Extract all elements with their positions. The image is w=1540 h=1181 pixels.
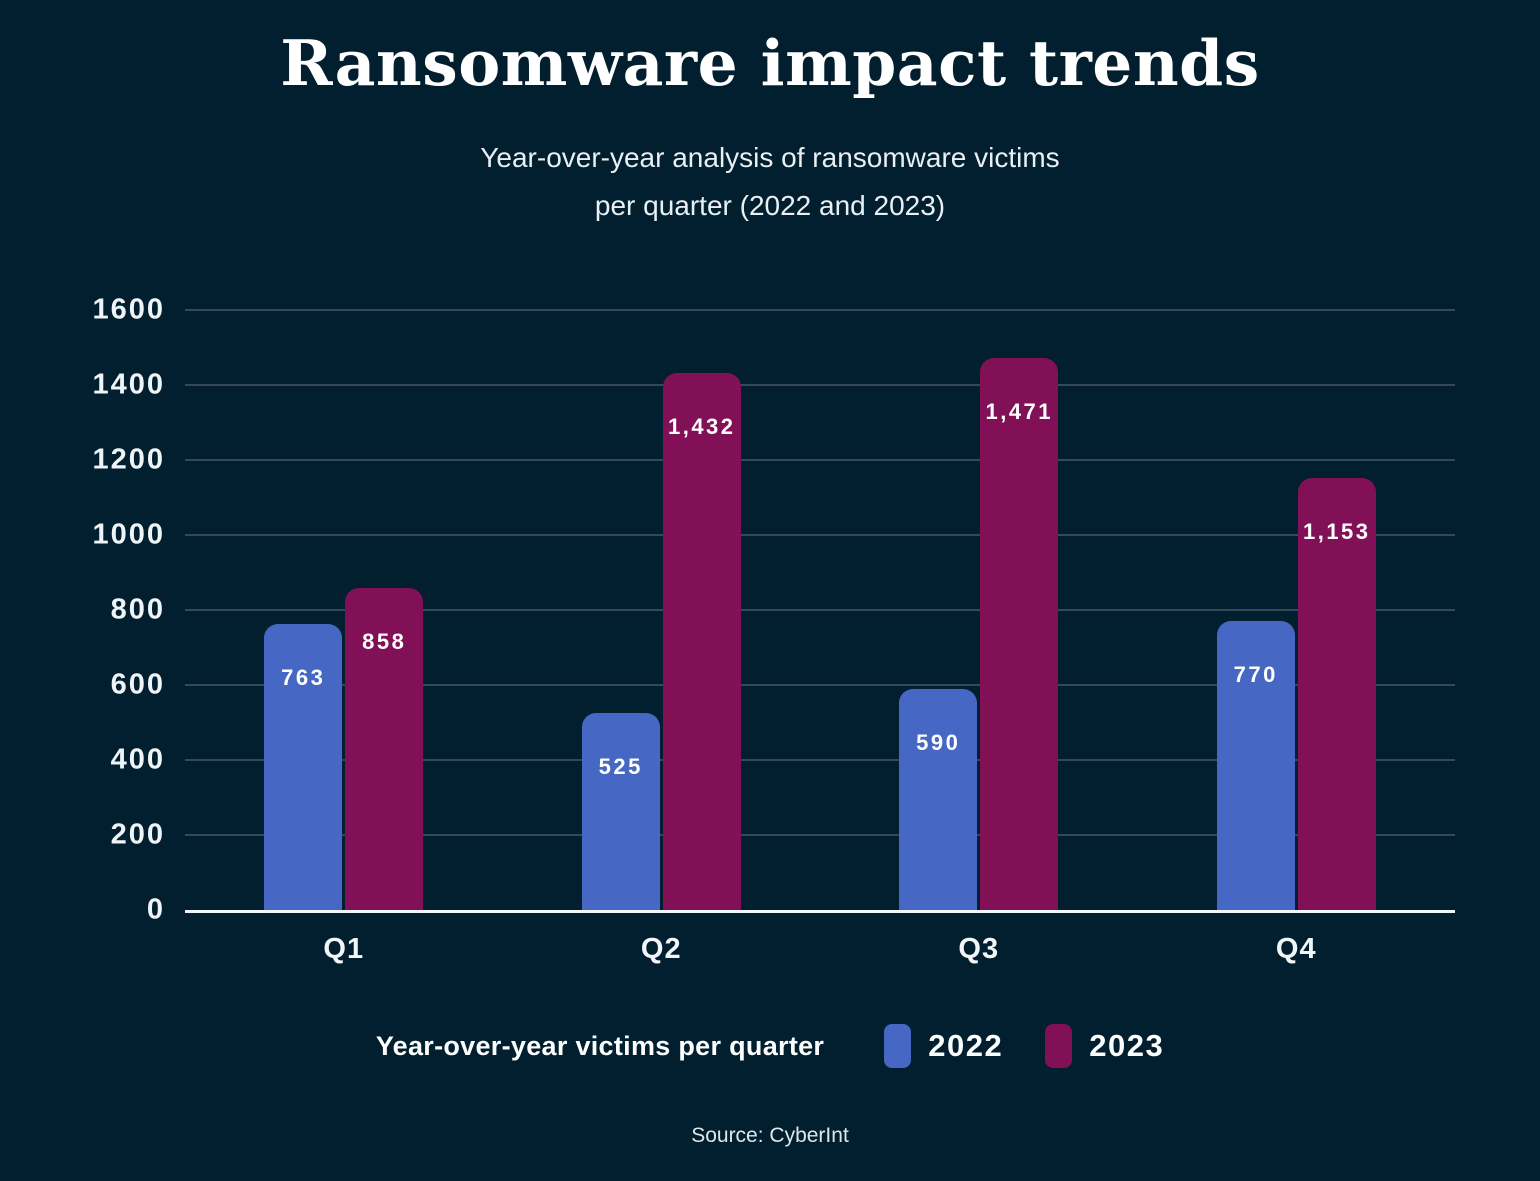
- bar-value-label-2022-q1: 763: [281, 664, 326, 690]
- subtitle-line-1: Year-over-year analysis of ransomware vi…: [480, 142, 1060, 173]
- gridline-600: [185, 684, 1455, 686]
- gridline-1000: [185, 534, 1455, 536]
- x-axis-label-q4: Q4: [1275, 933, 1317, 965]
- bar-2022-q1: [264, 623, 343, 910]
- legend-item-2023: 2023: [1045, 1024, 1164, 1068]
- bar-value-label-2023-q4: 1,153: [1302, 518, 1371, 544]
- y-axis-tick-label-0: 0: [146, 893, 165, 926]
- x-axis-label-q3: Q3: [958, 933, 1000, 965]
- legend-title: Year-over-year victims per quarter: [375, 1030, 825, 1061]
- y-axis-tick-label-1600: 1600: [92, 293, 165, 326]
- gridline-1600: [185, 309, 1455, 311]
- y-axis-tick-label-400: 400: [110, 743, 165, 776]
- gridline-800: [185, 609, 1455, 611]
- legend-label-2022: 2022: [928, 1028, 1004, 1063]
- bar-value-label-2023-q1: 858: [362, 629, 407, 655]
- page-title: Ransomware impact trends: [280, 26, 1260, 100]
- page-subtitle: Year-over-year analysis of ransomware vi…: [0, 134, 1540, 230]
- bar-value-label-2023-q2: 1,432: [667, 414, 736, 439]
- bar-2022-q4: [1216, 621, 1295, 910]
- x-axis-label-q2: Q2: [640, 933, 682, 965]
- y-axis-tick-label-600: 600: [110, 668, 165, 701]
- bar-2023-q4: [1297, 477, 1376, 910]
- legend-swatch-2023: [1045, 1024, 1073, 1068]
- bar-2022-q2: [581, 713, 660, 910]
- y-axis-tick-label-1400: 1400: [92, 368, 165, 401]
- gridline-400: [185, 759, 1455, 761]
- gridline-200: [185, 834, 1455, 836]
- y-axis-tick-label-1000: 1000: [92, 518, 165, 551]
- y-axis-tick-label-1200: 1200: [92, 443, 165, 476]
- gridline-1200: [185, 459, 1455, 461]
- subtitle-line-2: per quarter (2022 and 2023): [594, 190, 946, 221]
- y-axis-tick-label-800: 800: [110, 593, 165, 626]
- x-axis-line: [185, 910, 1455, 913]
- bar-value-label-2022-q4: 770: [1233, 662, 1278, 688]
- legend-item-2022: 2022: [884, 1024, 1003, 1068]
- legend-label-2023: 2023: [1089, 1028, 1165, 1063]
- source-credit: Source: CyberInt: [691, 1124, 849, 1147]
- bar-chart: 0 200 400 600 800 1000 1200 1400 1600 763 858 Q1 525…: [0, 285, 1540, 990]
- bar-value-label-2022-q3: 590: [916, 729, 961, 755]
- legend: Year-over-year victims per quarter 2022 …: [0, 1024, 1540, 1068]
- bar-2023-q2: [662, 373, 741, 910]
- legend-swatch-2022: [884, 1024, 912, 1068]
- y-axis-tick-label-200: 200: [110, 818, 165, 851]
- bar-value-label-2023-q3: 1,471: [985, 399, 1054, 425]
- bar-2023-q3: [980, 358, 1059, 910]
- gridline-1400: [185, 384, 1455, 386]
- bar-2023-q1: [345, 588, 424, 910]
- bar-2022-q3: [899, 688, 978, 910]
- bar-value-label-2022-q2: 525: [598, 754, 643, 780]
- x-axis-label-q1: Q1: [323, 933, 365, 965]
